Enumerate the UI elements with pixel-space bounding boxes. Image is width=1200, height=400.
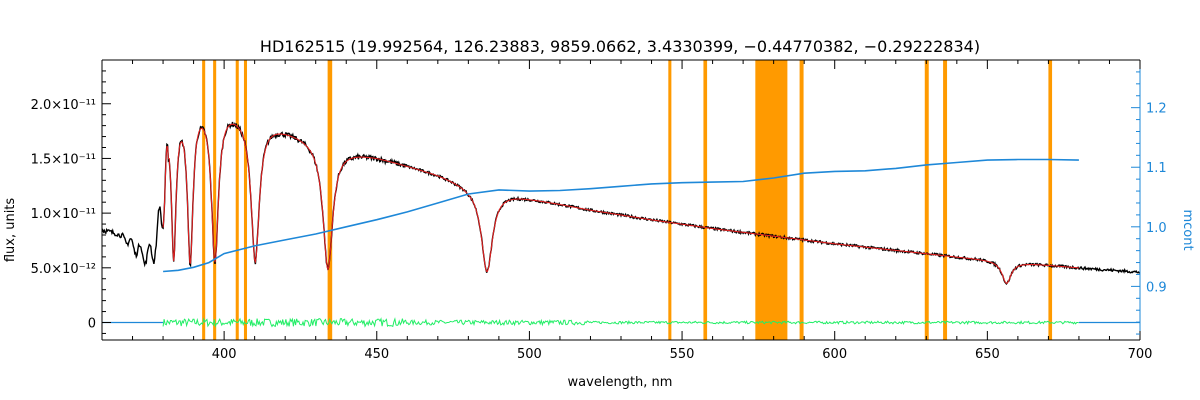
residual-series [162,317,1079,328]
x-axis-label: wavelength, nm [568,375,673,390]
y-axis-label: flux, units [3,198,18,263]
masked-band-2 [235,60,239,340]
masked-band-11 [1048,60,1053,340]
masked-band-5 [668,60,672,340]
x-tick-label: 400 [212,347,237,362]
continuum-layer [163,158,1079,273]
right-axis-label: mcont [1180,209,1195,250]
axes-layer: 400 450 500 550 600 650 700 0 5.0×10⁻¹² 1.0×10⁻¹¹… [31,59,1167,362]
x-tick-label: 550 [670,347,695,362]
x-tick-label: 650 [975,347,1000,362]
y2-tick-label: 1.0 [1146,221,1167,236]
masked-band-8 [799,60,804,340]
masked-band-0 [202,60,206,340]
masked-band-1 [213,60,217,340]
y2-tick-label: 1.2 [1146,102,1167,117]
masked-band-7 [755,60,788,340]
y-tick-label: 1.5×10⁻¹¹ [31,152,96,167]
x-tick-label: 700 [1128,347,1153,362]
masked-bands [202,60,1053,340]
x-tick-label: 500 [517,347,542,362]
y-tick-label: 0 [88,317,96,332]
y2-tick-label: 1.1 [1146,161,1167,176]
masked-band-10 [943,60,948,340]
y-tick-label: 2.0×10⁻¹¹ [31,98,96,113]
y-tick-label: 1.0×10⁻¹¹ [31,207,96,222]
y2-tick-label: 0.9 [1146,280,1167,295]
continuum-series [163,158,1079,273]
model-spectrum [162,123,1079,284]
masked-band-9 [924,60,929,340]
observed-spectrum [101,121,1141,285]
masked-band-6 [703,60,708,340]
spectrum-layer [101,121,1141,285]
chart-title: HD162515 (19.992564, 126.23883, 9859.066… [260,37,980,56]
y-tick-label: 5.0×10⁻¹² [31,262,96,277]
masked-band-4 [327,60,333,340]
x-tick-label: 600 [822,347,847,362]
residual-layer [102,317,1140,328]
x-tick-label: 450 [364,347,389,362]
masked-band-3 [243,60,248,340]
